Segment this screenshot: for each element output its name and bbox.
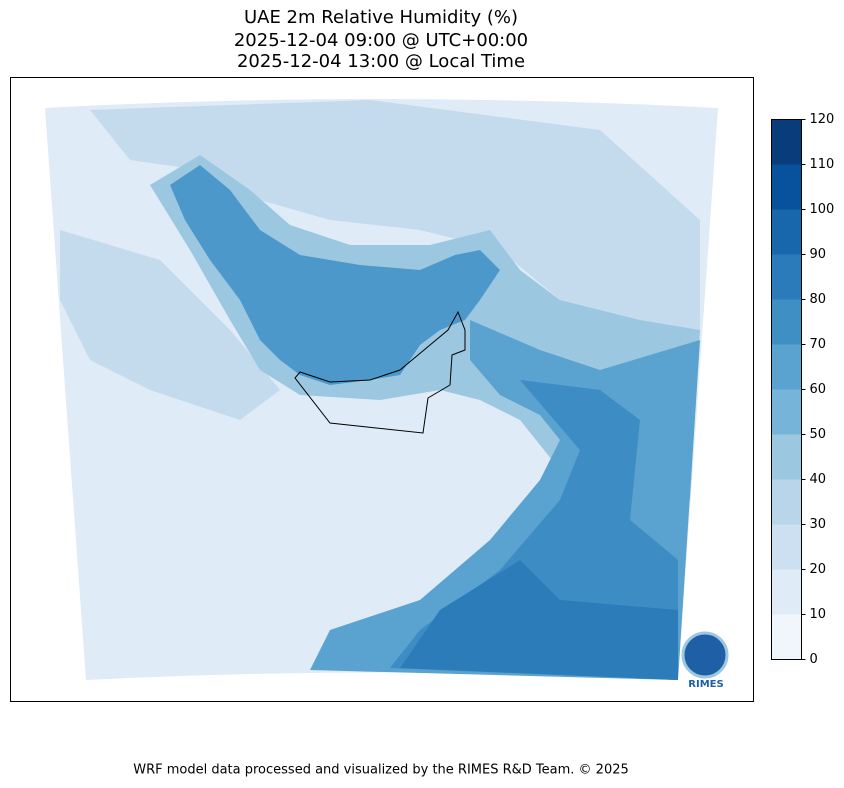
colorbar-band — [771, 479, 802, 525]
colorbar-tick-label: 0 — [810, 652, 818, 667]
uae-border — [294, 310, 466, 434]
colorbar-band — [771, 434, 802, 480]
logo: RIMES — [681, 631, 729, 690]
colorbar-tick-label: 30 — [810, 517, 827, 532]
colorbar-tick-label: 20 — [810, 562, 827, 577]
colorbar-tick-label: 80 — [810, 292, 827, 307]
colorbar-tick-label: 100 — [810, 202, 835, 217]
colorbar-tick-label: 90 — [810, 247, 827, 262]
colorbar-band — [771, 254, 802, 300]
colorbar-tick-label: 110 — [810, 157, 835, 172]
humidity-zone — [400, 560, 678, 680]
colorbar-tick-label: 60 — [810, 382, 827, 397]
logo-text: RIMES — [688, 679, 723, 690]
colorbar-band — [771, 119, 802, 165]
colorbar-band — [771, 164, 802, 210]
colorbar-band — [771, 569, 802, 615]
humidity-zone — [60, 230, 280, 420]
humidity-zone — [170, 165, 500, 385]
colorbar-tick-label: 120 — [810, 112, 835, 127]
colorbar-tick-label: 10 — [810, 607, 827, 622]
colorbar-band — [771, 524, 802, 570]
colorbar-tick-label: 70 — [810, 337, 827, 352]
colorbar-band — [771, 344, 802, 390]
title-line: 2025-12-04 09:00 @ UTC+00:00 — [234, 30, 528, 51]
logo-emblem — [681, 631, 729, 679]
colorbar-tick-label: 50 — [810, 427, 827, 442]
colorbar-tick-label: 40 — [810, 472, 827, 487]
colorbar-band — [771, 389, 802, 435]
footer: WRF model data processed and visualized … — [133, 763, 629, 778]
title-line: 2025-12-04 13:00 @ Local Time — [237, 51, 525, 72]
map — [45, 99, 718, 680]
colorbar-band — [771, 299, 802, 345]
colorbar-band — [771, 209, 802, 255]
colorbar: 0 10 20 30 40 50 60 70 80 90 100 110 120 — [771, 112, 835, 667]
humidity-zone — [90, 100, 700, 330]
colorbar-frame — [771, 119, 802, 660]
title-line: UAE 2m Relative Humidity (%) — [244, 7, 518, 28]
colorbar-band — [771, 614, 802, 660]
